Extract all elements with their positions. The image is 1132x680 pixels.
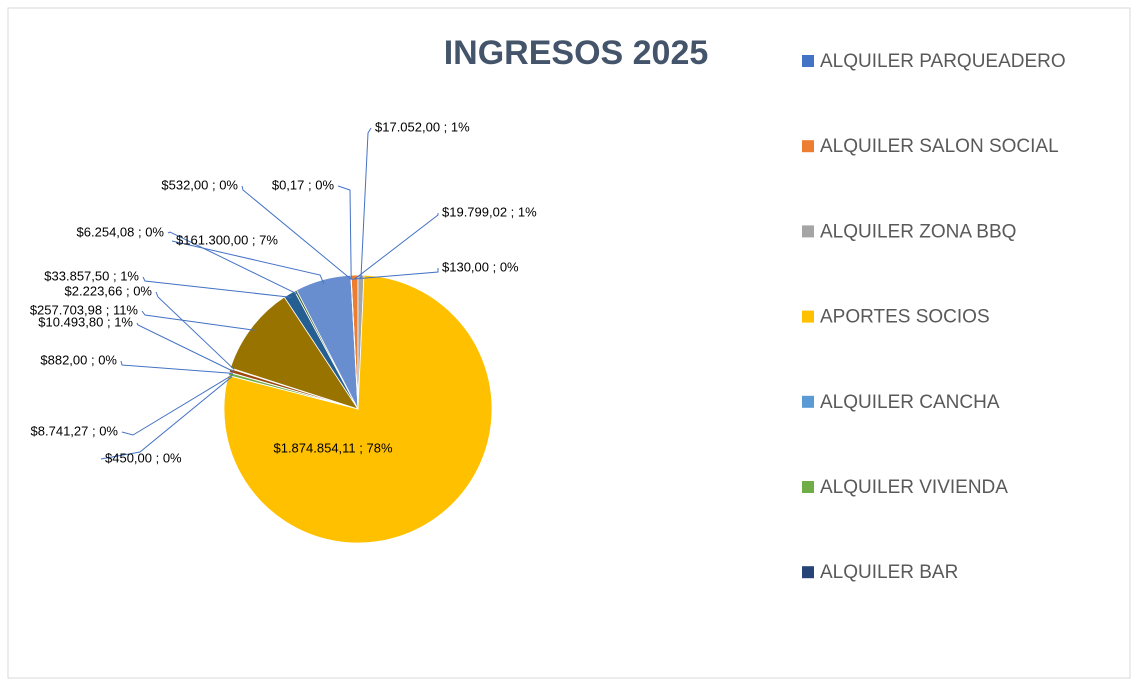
leader-line xyxy=(337,185,352,280)
leader-line xyxy=(100,376,233,460)
data-label: $19.799,02 ; 1% xyxy=(442,204,537,219)
data-label: $450,00 ; 0% xyxy=(105,450,182,465)
leader-line xyxy=(354,213,439,280)
data-label: $2.223,66 ; 0% xyxy=(65,283,153,298)
legend-label: ALQUILER ZONA BBQ xyxy=(820,221,1016,242)
leader-line xyxy=(120,360,234,374)
data-label: $10.493,80 ; 1% xyxy=(38,314,133,329)
legend-swatch xyxy=(802,140,814,153)
legend-label: ALQUILER PARQUEADERO xyxy=(820,51,1066,72)
data-label: $33.857,50 ; 1% xyxy=(44,268,139,283)
leader-line xyxy=(155,291,235,370)
legend-label: APORTES SOCIOS xyxy=(820,307,990,328)
leader-line xyxy=(360,127,372,280)
data-label: $257.703,98 ; 11% xyxy=(30,302,139,317)
data-label: $8.741,27 ; 0% xyxy=(31,423,119,438)
data-label: $6.254,08 ; 0% xyxy=(77,224,165,239)
data-label: $532,00 ; 0% xyxy=(161,177,238,192)
legend-label: ALQUILER VIVIENDA xyxy=(820,477,1008,498)
data-label: $0,17 ; 0% xyxy=(272,177,335,192)
leader-line xyxy=(241,185,352,280)
data-label: $17.052,00 ; 1% xyxy=(375,119,470,134)
legend-swatch xyxy=(802,481,814,493)
leader-line xyxy=(141,310,255,331)
leader-line xyxy=(171,240,325,284)
leader-line xyxy=(142,276,292,298)
legend-swatch xyxy=(802,55,814,67)
pie-slice xyxy=(229,296,359,410)
legend-label: ALQUILER SALON SOCIAL xyxy=(820,136,1059,157)
leader-line xyxy=(136,322,234,372)
data-label: $1.874.854,11 ; 78% xyxy=(273,440,392,455)
leader-line xyxy=(351,268,439,280)
legend-swatch xyxy=(802,566,814,579)
chart-border xyxy=(7,7,1131,679)
legend-label: ALQUILER BAR xyxy=(820,562,958,583)
legend-swatch xyxy=(802,225,814,238)
legend-swatch xyxy=(802,310,814,323)
legend-label: ALQUILER CANCHA xyxy=(820,392,1000,413)
leader-line xyxy=(121,374,233,436)
chart-title: INGRESOS 2025 xyxy=(444,34,709,72)
data-label: $130,00 ; 0% xyxy=(442,259,519,274)
data-label: $161.300,00 ; 7% xyxy=(176,232,278,247)
legend-swatch xyxy=(802,395,814,408)
data-label: $882,00 ; 0% xyxy=(40,352,117,367)
leader-line xyxy=(167,231,298,295)
